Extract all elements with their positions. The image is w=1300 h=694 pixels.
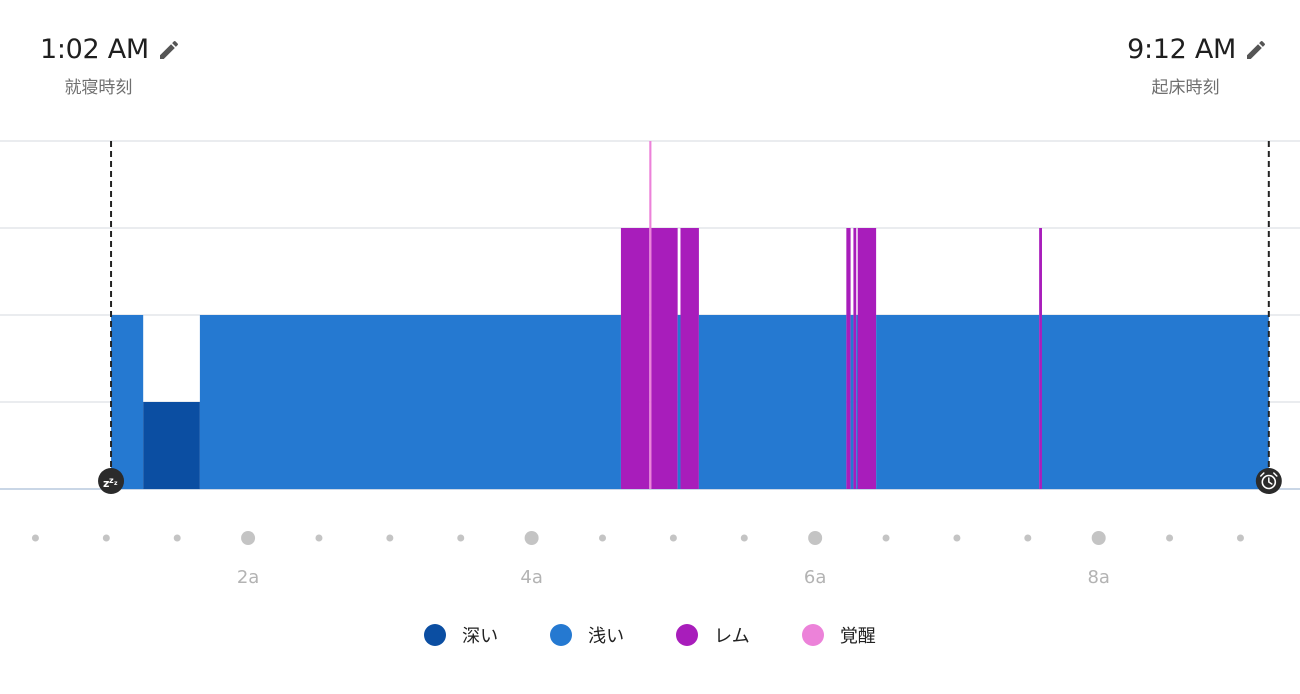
stage-segment-rem [853,228,857,489]
stage-segment-light [199,315,621,489]
legend-swatch-light [550,624,573,646]
sleep-zzz-icon [98,468,125,494]
alarm-clock-face [1261,474,1277,490]
timeline-dot [740,534,748,542]
x-tick-label: 2a [237,567,259,588]
pencil-icon[interactable] [1244,38,1268,62]
pencil-icon[interactable] [157,38,181,62]
legend-label-light: 浅い [588,626,625,647]
legend-swatch-awake [801,624,824,646]
timeline-dot [315,534,323,542]
timeline-dot [173,534,181,542]
legend-item-awake: 覚醒 [801,622,876,648]
bedtime-label: 就寝時刻 [64,78,133,98]
sleep-zzz-glyph: z [114,480,118,487]
stage-segment-light [876,315,1040,489]
timeline-dot [953,534,961,542]
bedtime-block: 1:02 AM 就寝時刻 [40,34,181,98]
legend-swatch-rem [676,624,699,646]
timeline-dot [882,534,890,542]
legend-item-deep: 深い [424,622,498,648]
legend-item-rem: レム [676,622,750,648]
alarm-clock-hands [1268,477,1273,485]
legend-swatch-deep [424,624,447,646]
legend-label-deep: 深い [462,626,499,647]
wake-label: 起床時刻 [1151,78,1220,98]
stage-segment-light [111,315,144,489]
timeline-dot [102,534,110,542]
x-tick-label: 4a [520,567,542,588]
bedtime-value: 1:02 AM [40,34,149,65]
stage-segment-rem [846,228,851,489]
stage-segment-light [850,315,854,489]
timeline-major-dot [524,531,539,545]
stage-segment-light [1041,315,1269,489]
timeline-dot [1024,534,1032,542]
stage-segment-rem [1039,228,1042,489]
stage-segment-deep [143,402,200,489]
legend-label-rem: レム [714,626,750,647]
stage-segment-rem [680,228,699,489]
timeline-dot [1166,534,1174,542]
timeline-major-dot [241,531,256,545]
x-tick-label: 6a [804,567,826,588]
legend-item-light: 浅い [550,622,624,648]
sleep-zzz-glyph: z [103,477,109,490]
sleep-zzz-glyph: z [109,476,114,485]
x-tick-label: 8a [1087,567,1109,588]
stage-segment-rem [857,228,877,489]
timeline-dot [599,534,607,542]
wake-value: 9:12 AM [1127,34,1236,65]
timeline-dot [669,534,677,542]
chart-legend: 深い 浅い レム 覚醒 [0,622,1300,648]
stage-segment-light [856,315,859,489]
stage-segment-rem [620,228,650,489]
timeline-major-dot [1091,531,1106,545]
timeline-dot [31,534,39,542]
stage-segment-light [677,315,681,489]
timeline-dot [1236,534,1244,542]
timeline-dot [386,534,394,542]
alarm-clock-bells [1260,472,1278,477]
legend-label-awake: 覚醒 [839,626,876,647]
stage-segment-awake [649,141,652,489]
wake-block: 9:12 AM 起床時刻 [1127,34,1268,98]
stage-segment-rem [651,228,678,489]
sleep-stage-chart: z z z 2a 4a 6a 8a [0,140,1300,588]
timeline-dot [457,534,465,542]
timeline-major-dot [808,531,823,545]
stage-segment-light [698,315,847,489]
